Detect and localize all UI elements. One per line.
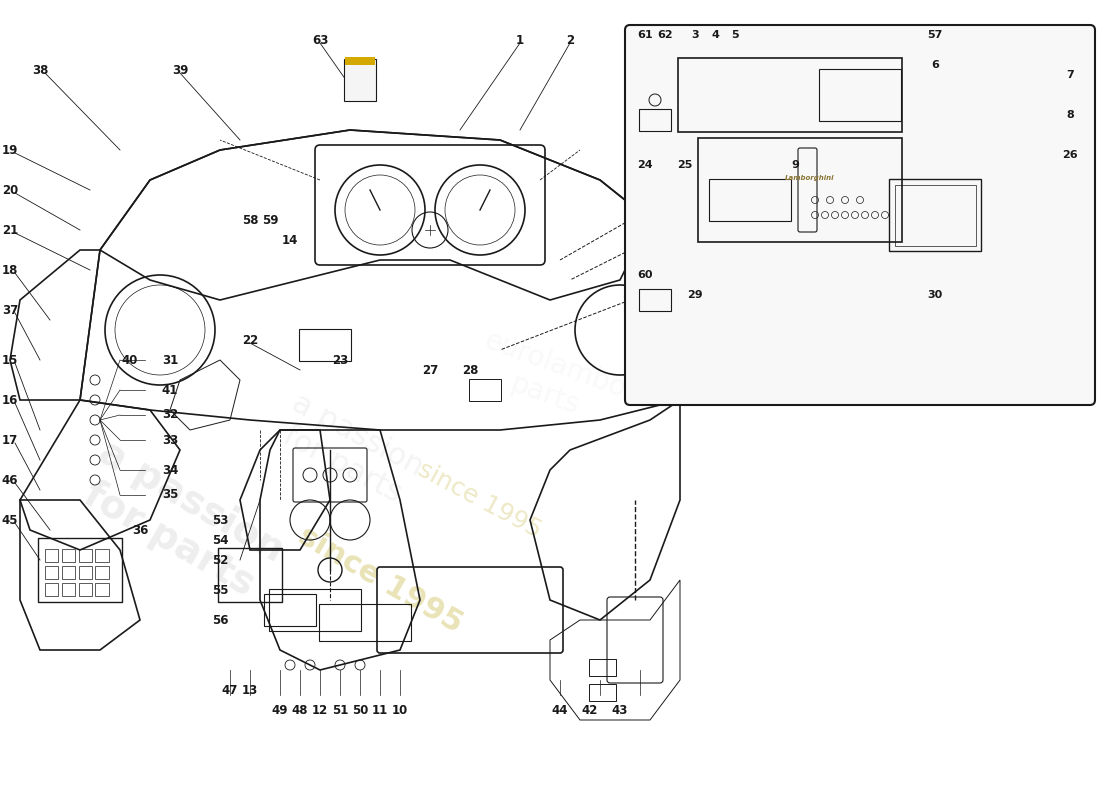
Text: 33: 33	[162, 434, 178, 446]
Text: 9: 9	[791, 160, 799, 170]
Text: 63: 63	[311, 34, 328, 46]
Text: 21: 21	[2, 223, 18, 237]
Text: 49: 49	[272, 703, 288, 717]
Text: 26: 26	[1063, 150, 1078, 160]
Text: 15: 15	[2, 354, 19, 366]
Text: 52: 52	[212, 554, 228, 566]
Text: 56: 56	[211, 614, 229, 626]
Text: 43: 43	[612, 703, 628, 717]
Text: 18: 18	[2, 263, 19, 277]
Text: 48: 48	[292, 703, 308, 717]
FancyBboxPatch shape	[625, 25, 1094, 405]
Text: 23: 23	[332, 354, 348, 366]
Text: 41: 41	[162, 383, 178, 397]
Text: 45: 45	[2, 514, 19, 526]
Text: 39: 39	[172, 63, 188, 77]
Text: 40: 40	[122, 354, 139, 366]
Text: 13: 13	[242, 683, 258, 697]
Text: 57: 57	[927, 30, 943, 40]
Text: 35: 35	[162, 489, 178, 502]
Text: eurolambo
parts: eurolambo parts	[470, 326, 630, 434]
Text: 12: 12	[312, 703, 328, 717]
Text: 8: 8	[1066, 110, 1074, 120]
Text: 31: 31	[162, 354, 178, 366]
Text: 58: 58	[242, 214, 258, 226]
Text: 16: 16	[2, 394, 19, 406]
Text: a passion
for parts: a passion for parts	[272, 388, 429, 512]
FancyBboxPatch shape	[344, 59, 376, 101]
Text: 51: 51	[332, 703, 349, 717]
Text: Lamborghini: Lamborghini	[785, 175, 835, 181]
Text: 46: 46	[2, 474, 19, 486]
Text: since 1995: since 1995	[414, 458, 546, 542]
Text: 53: 53	[212, 514, 228, 526]
Text: 5: 5	[732, 30, 739, 40]
Text: 1: 1	[516, 34, 524, 46]
Text: 36: 36	[132, 523, 148, 537]
Text: 2: 2	[565, 34, 574, 46]
Text: 14: 14	[282, 234, 298, 246]
Text: 50: 50	[352, 703, 368, 717]
Text: 60: 60	[637, 270, 652, 280]
Text: 61: 61	[637, 30, 652, 40]
Text: 32: 32	[162, 409, 178, 422]
Text: 28: 28	[462, 363, 478, 377]
Text: 47: 47	[222, 683, 239, 697]
Text: 54: 54	[211, 534, 229, 546]
Text: 27: 27	[422, 363, 438, 377]
Text: 20: 20	[2, 183, 18, 197]
Text: 6: 6	[931, 60, 939, 70]
Text: 4: 4	[711, 30, 719, 40]
Text: 29: 29	[688, 290, 703, 300]
Text: 19: 19	[2, 143, 19, 157]
Text: 22: 22	[242, 334, 258, 346]
Text: 59: 59	[262, 214, 278, 226]
Text: 24: 24	[637, 160, 652, 170]
Text: 11: 11	[372, 703, 388, 717]
Text: 62: 62	[657, 30, 673, 40]
Text: 38: 38	[32, 63, 48, 77]
Text: 34: 34	[162, 463, 178, 477]
Text: 37: 37	[2, 303, 18, 317]
Text: 55: 55	[211, 583, 229, 597]
Text: 3: 3	[691, 30, 698, 40]
Text: a passion
for parts: a passion for parts	[69, 433, 290, 607]
Text: 42: 42	[582, 703, 598, 717]
Text: 25: 25	[678, 160, 693, 170]
FancyBboxPatch shape	[345, 57, 375, 65]
Text: 10: 10	[392, 703, 408, 717]
Text: 30: 30	[927, 290, 943, 300]
Text: since 1995: since 1995	[293, 522, 468, 638]
Text: 44: 44	[552, 703, 569, 717]
Text: 7: 7	[1066, 70, 1074, 80]
Text: 17: 17	[2, 434, 18, 446]
